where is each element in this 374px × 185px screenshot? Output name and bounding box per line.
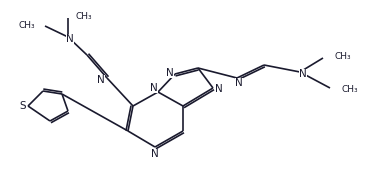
Text: CH₃: CH₃ [76, 11, 93, 21]
Text: N: N [166, 68, 174, 78]
Text: N: N [235, 78, 243, 88]
Text: N: N [97, 75, 105, 85]
Text: CH₃: CH₃ [342, 85, 359, 93]
Text: N: N [299, 69, 307, 79]
Text: N: N [150, 83, 158, 93]
Text: CH₃: CH₃ [335, 51, 352, 60]
Text: N: N [215, 84, 223, 94]
Text: N: N [151, 149, 159, 159]
Text: S: S [20, 101, 26, 111]
Text: CH₃: CH₃ [18, 21, 35, 29]
Text: N: N [66, 34, 74, 44]
